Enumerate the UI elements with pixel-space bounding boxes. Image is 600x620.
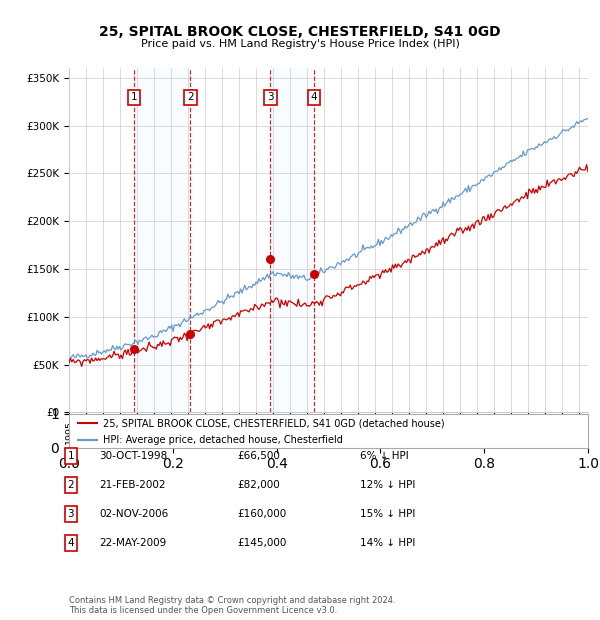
- Text: 21-FEB-2002: 21-FEB-2002: [99, 480, 166, 490]
- Text: Contains HM Land Registry data © Crown copyright and database right 2024.
This d: Contains HM Land Registry data © Crown c…: [69, 596, 395, 615]
- Bar: [271, 68, 314, 412]
- Text: 30-OCT-1998: 30-OCT-1998: [99, 451, 167, 461]
- Text: 1: 1: [67, 451, 74, 461]
- Text: 1: 1: [131, 92, 137, 102]
- Text: 15% ↓ HPI: 15% ↓ HPI: [360, 509, 415, 519]
- Text: 2: 2: [67, 480, 74, 490]
- Text: 22-MAY-2009: 22-MAY-2009: [99, 538, 166, 548]
- Text: 02-NOV-2006: 02-NOV-2006: [99, 509, 168, 519]
- Text: £82,000: £82,000: [237, 480, 280, 490]
- Text: 2: 2: [187, 92, 194, 102]
- Text: 12% ↓ HPI: 12% ↓ HPI: [360, 480, 415, 490]
- Text: HPI: Average price, detached house, Chesterfield: HPI: Average price, detached house, Ches…: [103, 435, 343, 445]
- Text: £160,000: £160,000: [237, 509, 286, 519]
- Text: 25, SPITAL BROOK CLOSE, CHESTERFIELD, S41 0GD: 25, SPITAL BROOK CLOSE, CHESTERFIELD, S4…: [99, 25, 501, 39]
- Text: £66,500: £66,500: [237, 451, 280, 461]
- Text: Price paid vs. HM Land Registry's House Price Index (HPI): Price paid vs. HM Land Registry's House …: [140, 39, 460, 49]
- Text: 3: 3: [267, 92, 274, 102]
- Text: 6% ↓ HPI: 6% ↓ HPI: [360, 451, 409, 461]
- Text: 3: 3: [67, 509, 74, 519]
- Text: £145,000: £145,000: [237, 538, 286, 548]
- Text: 4: 4: [311, 92, 317, 102]
- Text: 14% ↓ HPI: 14% ↓ HPI: [360, 538, 415, 548]
- Bar: [134, 68, 190, 412]
- Text: 4: 4: [67, 538, 74, 548]
- Text: 25, SPITAL BROOK CLOSE, CHESTERFIELD, S41 0GD (detached house): 25, SPITAL BROOK CLOSE, CHESTERFIELD, S4…: [103, 418, 445, 428]
